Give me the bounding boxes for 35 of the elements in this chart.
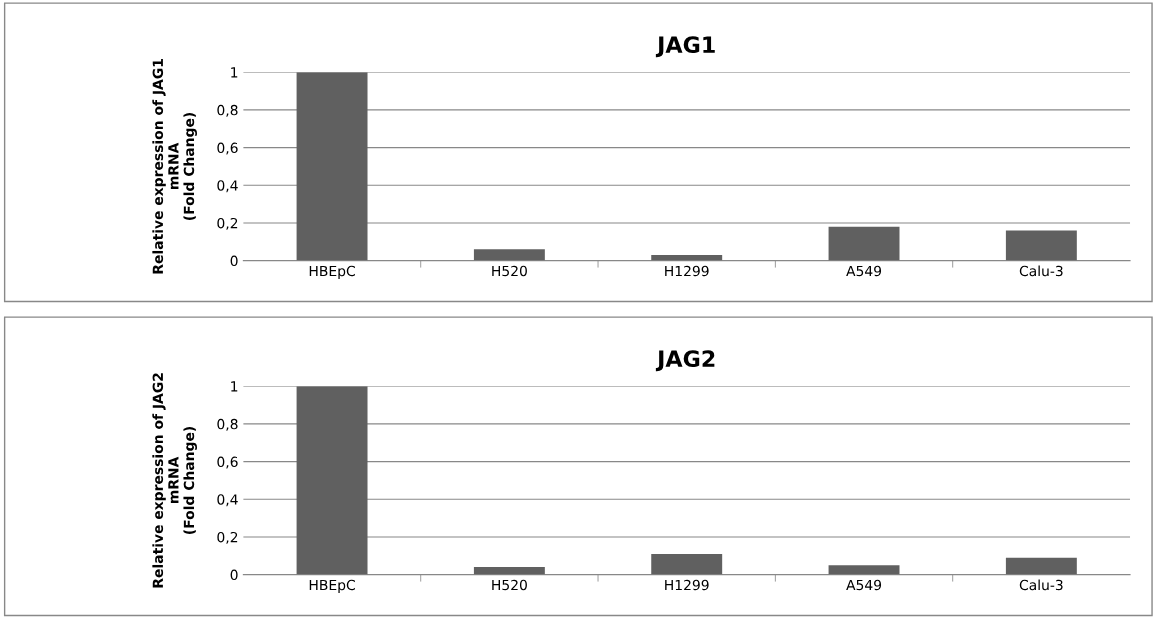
y-tick-label: 0,4 bbox=[217, 180, 238, 193]
y-tick-label: 0,4 bbox=[217, 494, 238, 507]
y-tick-label: 0,2 bbox=[217, 531, 238, 544]
bar bbox=[473, 249, 545, 261]
bar bbox=[651, 553, 723, 575]
y-tick-label: 0,8 bbox=[217, 418, 238, 431]
x-tick-label: H1299 bbox=[665, 265, 709, 277]
bar bbox=[1005, 557, 1077, 575]
x-tick-label: H1299 bbox=[665, 579, 709, 591]
y-axis-title: Relative expression of JAG1 mRNA (Fold Change) bbox=[152, 59, 197, 274]
chart-title: JAG2 bbox=[655, 350, 715, 372]
chart-title: JAG1 bbox=[655, 36, 715, 58]
x-tick-label: HBEpC bbox=[309, 265, 355, 279]
bar bbox=[828, 565, 900, 575]
bar bbox=[296, 386, 368, 575]
bar bbox=[1005, 230, 1077, 261]
x-tick-label: HBEpC bbox=[309, 579, 355, 593]
bar bbox=[828, 226, 900, 261]
x-tick-label: Calu-3 bbox=[1019, 265, 1063, 277]
y-tick-label: 0,6 bbox=[217, 142, 238, 155]
y-tick-label: 0 bbox=[230, 569, 238, 581]
y-tick-label: 0,2 bbox=[217, 217, 238, 230]
y-tick-label: 1 bbox=[231, 381, 238, 392]
bar bbox=[473, 567, 545, 575]
y-tick-label: 0,8 bbox=[217, 104, 238, 117]
x-tick-label: A549 bbox=[846, 265, 882, 277]
y-tick-label: 1 bbox=[231, 67, 238, 78]
x-tick-label: A549 bbox=[846, 579, 882, 591]
y-tick-label: 0 bbox=[230, 255, 238, 267]
y-axis-title: Relative expression of JAG2 mRNA (Fold Change) bbox=[152, 373, 197, 588]
y-tick-label: 0,6 bbox=[217, 456, 238, 469]
x-tick-label: H520 bbox=[492, 579, 527, 591]
bar bbox=[296, 72, 368, 261]
x-tick-label: H520 bbox=[492, 265, 527, 277]
x-tick-label: Calu-3 bbox=[1019, 579, 1063, 591]
